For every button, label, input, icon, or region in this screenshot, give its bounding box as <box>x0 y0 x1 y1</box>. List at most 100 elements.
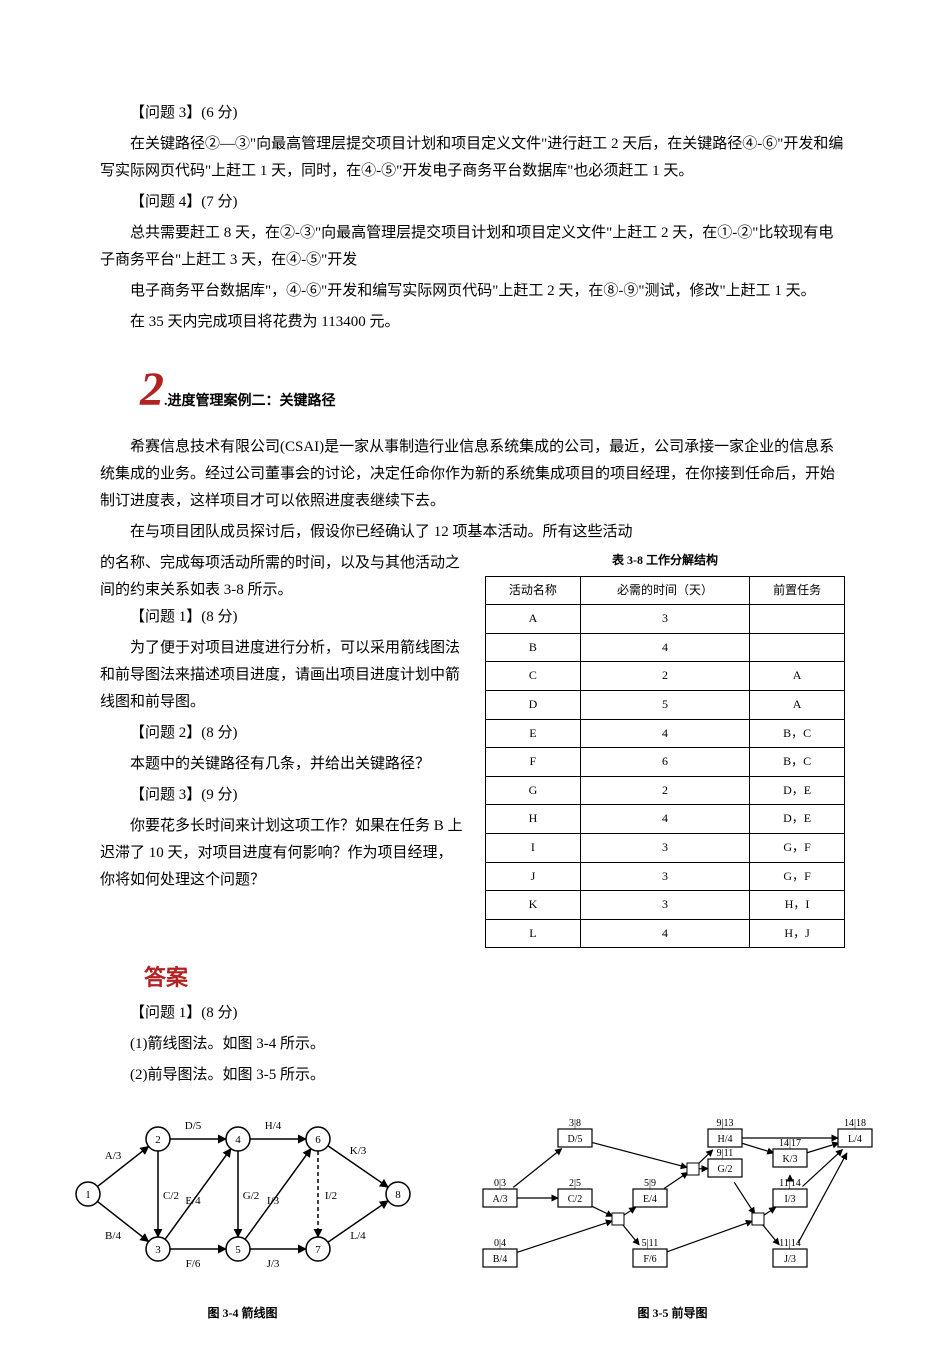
table-cell: H，J <box>750 919 845 948</box>
table-row: D5A <box>486 690 845 719</box>
table-cell: B，C <box>750 748 845 777</box>
svg-text:G/2: G/2 <box>242 1190 259 1202</box>
table-cell: D，E <box>750 776 845 805</box>
table-cell: L <box>486 919 581 948</box>
table-cell: F <box>486 748 581 777</box>
svg-text:J/3: J/3 <box>266 1258 279 1270</box>
svg-text:11|14: 11|14 <box>779 1238 801 1249</box>
section2-header: 2.进度管理案例二：关键路径 <box>140 366 845 414</box>
table-title: 表 3-8 工作分解结构 <box>485 550 845 572</box>
svg-text:L/4: L/4 <box>848 1134 862 1145</box>
q3-p1: 在关键路径②—③"向最高管理层提交项目计划和项目定义文件"进行赶工 2 天后，在… <box>100 131 845 185</box>
table-cell: G，F <box>750 862 845 891</box>
svg-text:2|5: 2|5 <box>568 1178 580 1189</box>
svg-text:A/3: A/3 <box>104 1150 121 1162</box>
case-q3h: 【问题 3】(9 分) <box>100 782 465 809</box>
table-cell: D，E <box>750 805 845 834</box>
table-row: L4H，J <box>486 919 845 948</box>
wbs-table: 活动名称 必需的时间（天） 前置任务 A3B4C2AD5AE4B，CF6B，CG… <box>485 576 845 949</box>
svg-text:K/3: K/3 <box>349 1145 366 1157</box>
svg-text:9|11: 9|11 <box>716 1148 733 1159</box>
case-q2h: 【问题 2】(8 分) <box>100 720 465 747</box>
table-cell: B，C <box>750 719 845 748</box>
svg-text:K/3: K/3 <box>782 1154 797 1165</box>
svg-text:7: 7 <box>315 1244 321 1256</box>
table-row: B4 <box>486 633 845 662</box>
svg-text:0|4: 0|4 <box>493 1238 505 1249</box>
table-cell: G <box>486 776 581 805</box>
svg-text:B/4: B/4 <box>492 1254 506 1265</box>
table-cell: D <box>486 690 581 719</box>
table-cell: I <box>486 833 581 862</box>
table-row: A3 <box>486 605 845 634</box>
svg-text:2: 2 <box>155 1134 161 1146</box>
case-p1: 希赛信息技术有限公司(CSAI)是一家从事制造行业信息系统集成的公司，最近，公司… <box>100 434 845 515</box>
diagram1-caption: 图 3-4 箭线图 <box>58 1303 428 1325</box>
svg-text:F/6: F/6 <box>643 1254 656 1265</box>
svg-text:E/4: E/4 <box>185 1195 201 1207</box>
svg-text:14|18: 14|18 <box>843 1118 865 1129</box>
table-cell: C <box>486 662 581 691</box>
svg-text:14|17: 14|17 <box>778 1138 800 1149</box>
svg-text:I/3: I/3 <box>784 1194 795 1205</box>
table-row: I3G，F <box>486 833 845 862</box>
table-cell: 3 <box>580 862 749 891</box>
table-row: G2D，E <box>486 776 845 805</box>
table-cell: 4 <box>580 719 749 748</box>
answer-label: 答案 <box>144 958 845 998</box>
table-row: K3H，I <box>486 891 845 920</box>
svg-text:5|9: 5|9 <box>643 1178 655 1189</box>
table-cell <box>750 633 845 662</box>
table-cell: A <box>486 605 581 634</box>
col-duration: 必需的时间（天） <box>580 576 749 605</box>
table-cell: 5 <box>580 690 749 719</box>
table-cell: K <box>486 891 581 920</box>
table-cell: 4 <box>580 633 749 662</box>
two-column-layout: 的名称、完成每项活动所需的时间，以及与其他活动之间的约束关系如表 3-8 所示。… <box>100 550 845 948</box>
table-cell: H <box>486 805 581 834</box>
svg-text:11|14: 11|14 <box>779 1178 801 1189</box>
svg-text:4: 4 <box>235 1134 241 1146</box>
svg-text:5: 5 <box>235 1244 241 1256</box>
col-predecessor: 前置任务 <box>750 576 845 605</box>
right-column: 表 3-8 工作分解结构 活动名称 必需的时间（天） 前置任务 A3B4C2AD… <box>485 550 845 948</box>
svg-text:B/4: B/4 <box>105 1230 121 1242</box>
case-q1: 为了便于对项目进度进行分析，可以采用箭线图法和前导图法来描述项目进度，请画出项目… <box>100 635 465 716</box>
svg-text:A/3: A/3 <box>492 1194 507 1205</box>
svg-text:D/5: D/5 <box>567 1134 582 1145</box>
table-cell: G，F <box>750 833 845 862</box>
table-cell: A <box>750 690 845 719</box>
table-cell: A <box>750 662 845 691</box>
svg-text:F/6: F/6 <box>185 1258 200 1270</box>
svg-text:H/4: H/4 <box>717 1134 732 1145</box>
answer-l2: (2)前导图法。如图 3-5 所示。 <box>100 1062 845 1089</box>
arrow-diagram: A/3B/4C/2D/5E/4F/6G/2H/4I/3J/3I/2K/3L/41… <box>58 1099 428 1289</box>
q4-p2: 电子商务平台数据库"，④-⑥"开发和编写实际网页代码"上赶工 2 天，在⑧-⑨"… <box>100 278 845 305</box>
table-cell: 4 <box>580 805 749 834</box>
q4-heading: 【问题 4】(7 分) <box>100 189 845 216</box>
answer-q1h: 【问题 1】(8 分) <box>100 1000 845 1027</box>
table-cell <box>750 605 845 634</box>
q4-p1: 总共需要赶工 8 天，在②-③"向最高管理层提交项目计划和项目定义文件"上赶工 … <box>100 220 845 274</box>
svg-text:9|13: 9|13 <box>716 1118 733 1129</box>
svg-text:G/2: G/2 <box>717 1164 732 1175</box>
table-cell: B <box>486 633 581 662</box>
svg-text:L/4: L/4 <box>350 1230 366 1242</box>
svg-text:8: 8 <box>395 1189 401 1201</box>
table-row: H4D，E <box>486 805 845 834</box>
table-cell: E <box>486 719 581 748</box>
svg-text:J/3: J/3 <box>784 1254 796 1265</box>
table-row: J3G，F <box>486 862 845 891</box>
case-q2: 本题中的关键路径有几条，并给出关键路径？ <box>100 751 465 778</box>
case-p2b: 的名称、完成每项活动所需的时间，以及与其他活动之间的约束关系如表 3-8 所示。 <box>100 550 465 604</box>
svg-text:1: 1 <box>85 1189 91 1201</box>
svg-text:I/3: I/3 <box>266 1195 279 1207</box>
answer-l1: (1)箭线图法。如图 3-4 所示。 <box>100 1031 845 1058</box>
diagrams-row: A/3B/4C/2D/5E/4F/6G/2H/4I/3J/3I/2K/3L/41… <box>100 1099 845 1325</box>
svg-text:6: 6 <box>315 1134 321 1146</box>
col-activity: 活动名称 <box>486 576 581 605</box>
svg-text:3|8: 3|8 <box>568 1118 580 1129</box>
case-p2a: 在与项目团队成员探讨后，假设你已经确认了 12 项基本活动。所有这些活动 <box>100 519 845 546</box>
svg-text:H/4: H/4 <box>264 1120 281 1132</box>
table-row: F6B，C <box>486 748 845 777</box>
